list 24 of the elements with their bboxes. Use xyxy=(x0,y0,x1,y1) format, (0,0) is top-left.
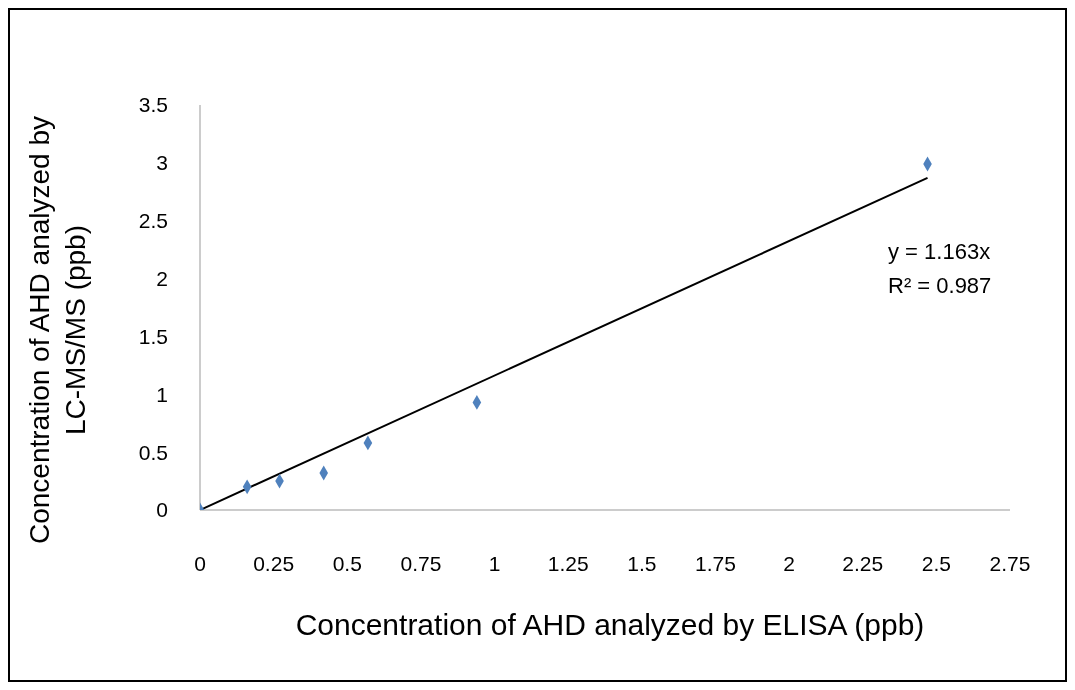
x-tick-label: 2.25 xyxy=(842,551,884,575)
y-tick-label: 3.5 xyxy=(138,93,168,117)
x-tick-label: 0.5 xyxy=(332,551,362,575)
x-tick-label: 0 xyxy=(194,551,206,575)
x-tick-label: 2.5 xyxy=(921,551,951,575)
annotation: y = 1.163x xyxy=(888,238,992,266)
y-tick-label: 1 xyxy=(156,382,168,406)
y-tick-label: 3 xyxy=(156,151,168,175)
y-tick-label: 0 xyxy=(156,498,168,522)
x-axis-title: Concentration of AHD analyzed by ELISA (ppb) xyxy=(294,608,926,642)
x-tick-label: 1.75 xyxy=(695,551,736,575)
x-tick-label: 0.75 xyxy=(400,551,442,575)
y-axis-title: Concentration of AHD analyzed by LC-MS/MS (ppb) xyxy=(23,115,92,546)
y-tick-label: 2 xyxy=(156,267,168,291)
y-tick-label: 2.5 xyxy=(138,209,168,233)
x-tick-label: 2.75 xyxy=(989,551,1031,575)
x-tick-label: 0.25 xyxy=(253,551,295,575)
x-tick-label: 1.25 xyxy=(547,551,589,575)
x-tick-label: 1.5 xyxy=(627,551,657,575)
x-tick-label: 1 xyxy=(488,551,501,575)
annotation: R² = 0.987 xyxy=(888,272,992,300)
y-tick-label: 1.5 xyxy=(138,324,168,348)
y-tick-label: 0.5 xyxy=(138,440,168,464)
x-tick-label: 2 xyxy=(783,551,795,575)
